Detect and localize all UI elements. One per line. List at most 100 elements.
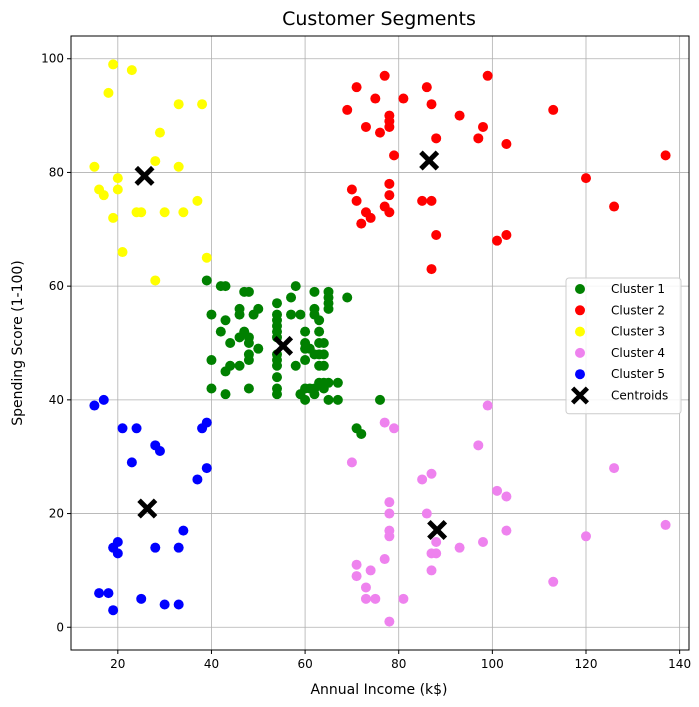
data-point — [126, 65, 137, 76]
series-5 — [89, 394, 212, 616]
data-point — [112, 536, 123, 547]
data-point — [346, 184, 357, 195]
data-point — [454, 110, 465, 121]
centroid-marker — [137, 498, 158, 519]
data-point — [398, 593, 409, 604]
data-point — [178, 207, 189, 218]
data-point — [197, 99, 208, 110]
centroid-markers — [134, 150, 448, 541]
data-point — [225, 360, 236, 371]
legend: Cluster 1 Cluster 2 Cluster 3 Cluster 4 Clus… — [565, 277, 682, 415]
data-point — [309, 303, 320, 314]
data-point — [150, 275, 161, 286]
data-point — [375, 394, 385, 405]
legend-label: Cluster 2 — [611, 303, 665, 317]
data-point — [332, 394, 343, 405]
data-point — [173, 161, 184, 172]
data-point — [492, 235, 503, 246]
data-point — [131, 423, 142, 434]
data-point — [192, 195, 203, 206]
data-point — [370, 93, 381, 104]
data-point — [482, 400, 493, 411]
data-point — [159, 207, 170, 218]
data-point — [581, 531, 591, 542]
legend-label: Cluster 4 — [611, 346, 665, 360]
data-point — [253, 303, 264, 314]
data-point — [272, 309, 282, 320]
data-point — [117, 423, 128, 434]
x-tick-label: 40 — [204, 657, 219, 671]
data-point — [154, 127, 165, 138]
data-point — [318, 349, 329, 360]
data-point — [379, 70, 390, 81]
data-point — [108, 59, 119, 70]
legend-label: Centroids — [611, 389, 668, 403]
x-tick-label: 140 — [668, 657, 691, 671]
data-point — [379, 554, 390, 565]
x-tick-label: 80 — [391, 657, 406, 671]
legend-label: Cluster 3 — [611, 325, 665, 339]
data-point — [272, 298, 282, 309]
data-point — [215, 326, 226, 337]
data-point — [243, 355, 254, 366]
data-point — [609, 463, 620, 474]
data-point — [478, 121, 488, 132]
data-point — [384, 190, 395, 201]
data-point — [323, 292, 334, 303]
data-point — [342, 104, 353, 115]
series-4 — [346, 400, 671, 627]
data-point — [234, 360, 245, 371]
data-point — [103, 588, 114, 599]
data-point — [173, 99, 184, 110]
data-point — [417, 474, 428, 485]
data-point — [501, 525, 512, 536]
data-point — [318, 338, 329, 348]
data-point — [365, 212, 376, 223]
y-tick-label: 80 — [49, 165, 64, 179]
centroid-marker — [427, 520, 448, 541]
y-tick-label: 60 — [49, 279, 64, 293]
data-point — [154, 446, 165, 457]
data-point — [272, 360, 282, 371]
plot-frame — [70, 35, 690, 651]
data-point — [112, 548, 123, 559]
legend-label: Cluster 1 — [611, 282, 665, 296]
axis-ticks: 20 40 60 80 100 120 140 0 20 40 60 80 100 — [41, 52, 691, 671]
data-point — [323, 377, 334, 388]
legend-box — [565, 277, 682, 415]
data-point — [492, 485, 503, 496]
x-tick-label: 100 — [481, 657, 504, 671]
data-point — [356, 428, 367, 439]
data-point — [548, 576, 559, 587]
data-point — [272, 389, 282, 400]
data-point — [206, 309, 217, 320]
data-point — [243, 286, 254, 297]
data-point — [323, 303, 334, 314]
data-point — [389, 423, 400, 434]
data-point — [360, 121, 371, 132]
data-point — [98, 394, 109, 405]
data-point — [421, 508, 432, 519]
data-point — [201, 417, 212, 428]
data-point — [384, 616, 395, 627]
data-point — [426, 264, 437, 275]
data-point — [112, 184, 123, 195]
data-point — [501, 139, 512, 150]
data-point — [220, 389, 231, 400]
data-point — [286, 309, 297, 320]
data-point — [384, 531, 395, 542]
data-point — [243, 383, 254, 394]
data-point — [426, 468, 437, 479]
data-point — [421, 82, 432, 93]
data-point — [473, 440, 484, 451]
data-point — [89, 161, 100, 172]
data-point — [201, 275, 212, 286]
data-point — [234, 309, 245, 320]
data-point — [178, 525, 189, 536]
data-point — [426, 565, 437, 576]
data-point — [426, 195, 437, 206]
series-3 — [89, 59, 212, 286]
data-point — [192, 474, 203, 485]
data-point — [384, 121, 395, 132]
data-point — [300, 355, 311, 366]
